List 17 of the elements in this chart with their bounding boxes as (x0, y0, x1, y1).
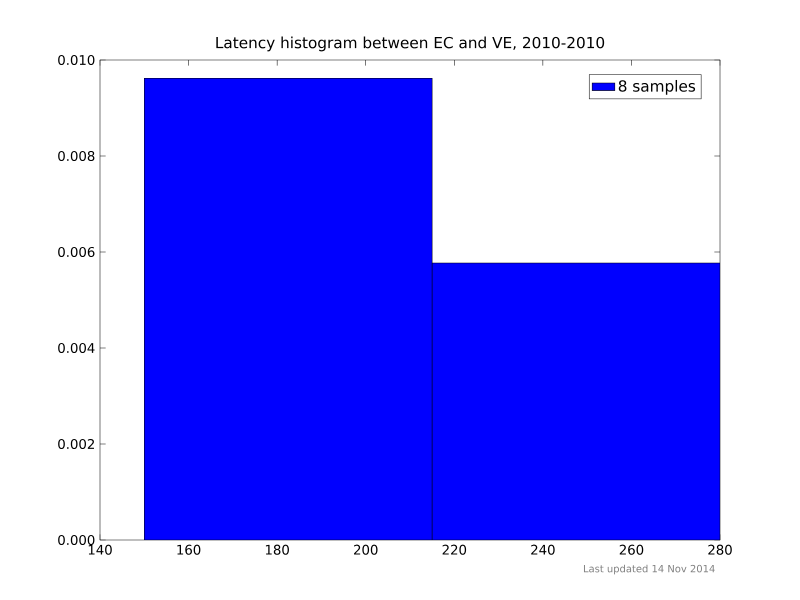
x-tick-label: 280 (708, 544, 732, 555)
y-tick-label: 0.008 (58, 150, 94, 162)
x-tick-label: 220 (442, 544, 466, 555)
y-tick-label: 0.010 (58, 54, 94, 66)
legend-label: 8 samples (618, 80, 696, 95)
x-tick-label: 160 (177, 544, 200, 555)
chart-title: Latency histogram between EC and VE, 2010-2010 (216, 36, 604, 52)
y-tick-label: 0.004 (58, 342, 95, 354)
x-tick-label: 180 (266, 544, 289, 555)
y-tick-label: 0.006 (58, 246, 94, 258)
y-tick-label: 0.000 (58, 534, 94, 546)
y-tick-label: 0.002 (58, 438, 94, 450)
x-tick-label: 200 (354, 544, 378, 555)
text: Last updated 14 Nov 2014 (584, 564, 715, 574)
x-tick-label: 260 (620, 544, 644, 555)
x-tick-label: 140 (88, 544, 112, 555)
x-tick-label: 240 (531, 544, 555, 555)
